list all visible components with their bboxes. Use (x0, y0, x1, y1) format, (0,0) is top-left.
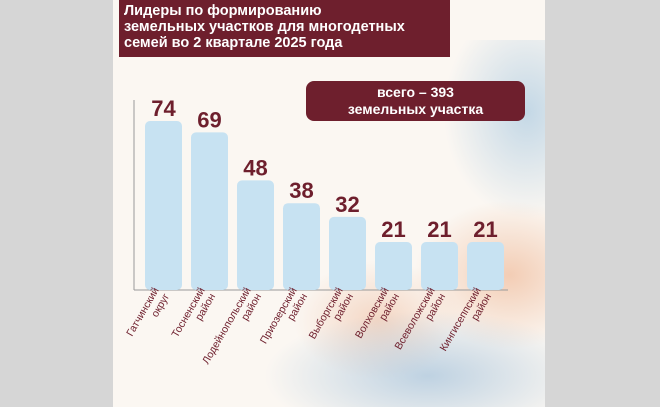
bar-value-label-4: 38 (289, 178, 313, 203)
bar-8 (467, 242, 504, 290)
watercolor-blue-blob-lower (263, 310, 545, 407)
chart-title: Лидеры по формированию земельных участко… (119, 0, 450, 57)
bar-value-label-1: 74 (151, 96, 176, 121)
watercolor-blue-blob (443, 40, 545, 220)
bar-3 (237, 180, 274, 290)
total-badge: всего – 393 земельных участка (306, 81, 525, 121)
bar-value-label-5: 32 (335, 192, 359, 217)
bar-value-label-6: 21 (381, 217, 405, 242)
bar-5 (329, 216, 366, 290)
bar-value-label-7: 21 (427, 217, 451, 242)
bar-value-label-2: 69 (197, 107, 221, 132)
bar-7 (421, 242, 458, 290)
bar-value-label-3: 48 (243, 155, 267, 180)
bar-6 (375, 242, 412, 290)
bar-2 (191, 132, 228, 290)
bar-1 (145, 121, 182, 290)
bar-4 (283, 203, 320, 290)
bar-value-label-8: 21 (473, 217, 497, 242)
